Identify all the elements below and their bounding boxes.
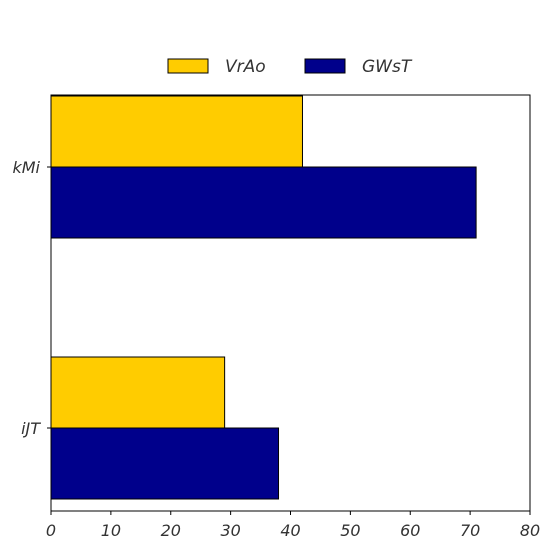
legend-swatch-GWsT <box>304 58 346 74</box>
legend-label-VrAo: VrAo <box>225 57 266 77</box>
x-tick-label: 20 <box>161 521 181 540</box>
x-tick-label: 80 <box>520 521 540 540</box>
legend-swatch-VrAo <box>167 58 209 74</box>
x-tick-label: 40 <box>280 521 300 540</box>
x-axis-ticks: 0 10 20 30 40 50 60 70 80 <box>46 511 540 540</box>
x-tick-label: 50 <box>340 521 360 540</box>
bar-VrAo-kMi <box>50 95 303 168</box>
bars-group <box>50 95 477 500</box>
x-tick-label: 70 <box>460 521 480 540</box>
y-tick-label: iJT <box>21 419 41 438</box>
x-tick-label: 10 <box>101 521 121 540</box>
x-tick-label: 60 <box>400 521 420 540</box>
chart-legend: VrAo GWsT <box>167 57 413 77</box>
y-axis-labels: kMi iJT <box>12 158 51 438</box>
x-tick-label: 0 <box>46 521 56 540</box>
legend-label-GWsT: GWsT <box>362 57 413 77</box>
bar-VrAo-iJT <box>50 356 226 429</box>
y-tick-label: kMi <box>12 158 40 177</box>
x-tick-label: 30 <box>220 521 240 540</box>
bar-GWsT-kMi <box>50 166 477 239</box>
bar-GWsT-iJT <box>50 427 280 500</box>
